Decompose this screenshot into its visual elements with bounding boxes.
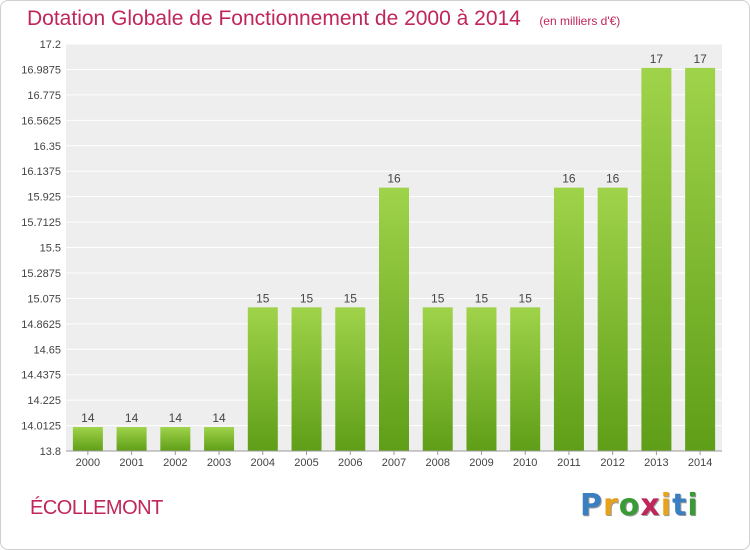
y-tick-label: 15.075 <box>27 293 61 305</box>
x-tick-label: 2001 <box>119 457 143 469</box>
bar-value-label: 15 <box>475 291 489 305</box>
title-row: Dotation Globale de Fonctionnement de 20… <box>27 7 620 31</box>
chart-title: Dotation Globale de Fonctionnement de 20… <box>27 7 521 30</box>
x-tick-label: 2008 <box>425 457 449 469</box>
y-tick-label: 15.7125 <box>21 217 61 229</box>
y-tick-label: 16.5625 <box>21 115 61 127</box>
y-tick-label: 16.775 <box>27 90 61 102</box>
bar-value-label: 15 <box>431 291 445 305</box>
bar <box>379 187 409 451</box>
bar-value-label: 14 <box>81 411 95 425</box>
y-axis-ticks: 13.8 14.0125 14.225 14.4375 14.65 14.8625 15.0… <box>21 39 61 458</box>
y-tick-label: 16.35 <box>33 141 61 153</box>
bar <box>204 427 235 451</box>
bar <box>510 307 541 451</box>
y-tick-label: 14.225 <box>27 395 61 407</box>
logo-letter: t <box>672 488 688 523</box>
x-tick-label: 2004 <box>251 457 275 469</box>
bar-value-label: 16 <box>606 172 620 186</box>
bar-value-label: 15 <box>256 291 270 305</box>
x-tick-label: 2010 <box>513 457 537 469</box>
y-tick-label: 14.0125 <box>21 421 61 433</box>
bar-value-label: 15 <box>344 291 358 305</box>
y-tick-label: 15.5 <box>40 243 61 255</box>
proxiti-logo: Proxiti <box>580 488 699 523</box>
y-tick-label: 14.8625 <box>21 319 61 331</box>
x-axis-ticks: 2000 2001 2002 2003 2004 2005 2006 2007 2008 2009… <box>76 451 712 469</box>
x-tick-label: 2000 <box>76 457 100 469</box>
logo-letter: P <box>580 488 603 523</box>
bar-value-label: 17 <box>650 52 664 66</box>
bars <box>72 67 716 452</box>
data-labels: 14 14 14 14 15 15 15 16 15 15 15 16 16 17 17 <box>81 52 707 425</box>
bar <box>641 67 672 452</box>
bar <box>335 307 366 451</box>
bar-value-label: 16 <box>562 172 576 186</box>
bar-value-label: 17 <box>693 52 707 66</box>
bar-value-label: 16 <box>387 172 401 186</box>
x-tick-label: 2007 <box>382 457 406 469</box>
logo-letter: r <box>603 488 619 523</box>
logo-letter: i <box>660 488 673 523</box>
y-tick-label: 14.4375 <box>21 370 61 382</box>
logo-letter: o <box>618 488 641 523</box>
bar <box>685 67 716 452</box>
municipality-name: ÉCOLLEMONT <box>30 497 163 519</box>
x-tick-label: 2006 <box>338 457 362 469</box>
bar-value-label: 15 <box>300 291 314 305</box>
chart-subtitle: (en milliers d'€) <box>539 14 621 28</box>
logo-letter: i <box>687 488 699 523</box>
y-tick-label: 17.2 <box>40 39 61 51</box>
logo-letter: x <box>640 488 661 523</box>
bar <box>291 307 322 451</box>
bar <box>247 307 278 451</box>
bar <box>422 307 453 451</box>
bar <box>160 427 191 451</box>
bar <box>72 427 103 451</box>
x-tick-label: 2003 <box>207 457 231 469</box>
bar <box>466 307 497 451</box>
bar <box>116 427 147 451</box>
y-tick-label: 15.2875 <box>21 268 61 280</box>
y-tick-label: 13.8 <box>40 446 61 458</box>
y-tick-label: 15.925 <box>27 192 61 204</box>
bar <box>553 187 584 451</box>
x-tick-label: 2002 <box>163 457 187 469</box>
bar-value-label: 14 <box>212 411 226 425</box>
bar-value-label: 14 <box>169 411 183 425</box>
x-tick-label: 2011 <box>557 457 581 469</box>
y-tick-label: 14.65 <box>33 344 61 356</box>
x-tick-label: 2014 <box>688 457 712 469</box>
bar <box>597 187 628 451</box>
y-tick-label: 16.9875 <box>21 64 61 76</box>
x-tick-label: 2009 <box>469 457 493 469</box>
bar-value-label: 15 <box>519 291 533 305</box>
y-tick-label: 16.1375 <box>21 166 61 178</box>
x-tick-label: 2013 <box>644 457 668 469</box>
bar-value-label: 14 <box>125 411 139 425</box>
x-tick-label: 2005 <box>294 457 318 469</box>
x-tick-label: 2012 <box>600 457 624 469</box>
